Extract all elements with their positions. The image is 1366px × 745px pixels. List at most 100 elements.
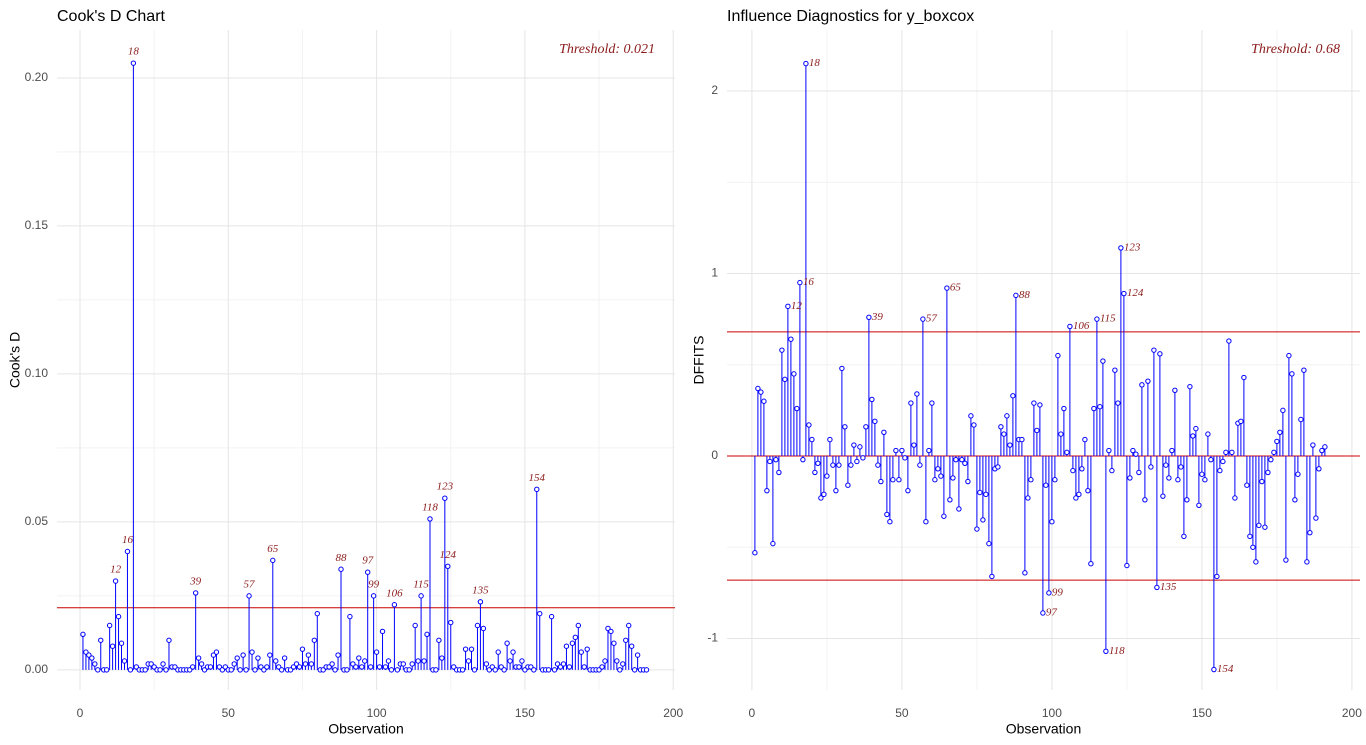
point — [941, 513, 947, 519]
point — [1142, 497, 1148, 503]
point — [1229, 449, 1235, 456]
point — [836, 462, 842, 468]
point-label: 118 — [422, 501, 438, 513]
point — [950, 475, 956, 481]
point — [1247, 533, 1253, 540]
point-label: 154 — [1217, 663, 1234, 675]
chart-title: Influence Diagnostics for y_boxcox — [727, 8, 974, 25]
point — [614, 658, 620, 664]
point — [764, 487, 770, 494]
point — [575, 622, 582, 629]
point — [830, 462, 836, 468]
point — [237, 667, 243, 673]
point — [1064, 449, 1070, 456]
point — [926, 447, 932, 454]
point — [815, 460, 821, 467]
point — [504, 640, 510, 646]
point — [770, 540, 776, 547]
point — [308, 661, 315, 667]
point — [273, 658, 279, 664]
point — [296, 664, 303, 670]
point — [329, 661, 335, 667]
point — [914, 391, 920, 397]
point — [608, 628, 614, 635]
point — [80, 631, 86, 638]
point — [106, 622, 113, 629]
point — [842, 424, 848, 430]
point — [448, 619, 454, 626]
point — [548, 613, 555, 620]
point — [566, 664, 573, 670]
point — [373, 649, 380, 655]
point — [359, 664, 365, 670]
point — [551, 667, 558, 673]
point — [142, 667, 148, 673]
point — [1205, 431, 1211, 437]
point — [356, 655, 362, 661]
point — [124, 548, 131, 555]
point — [1277, 429, 1283, 435]
point — [507, 658, 513, 664]
point — [971, 422, 977, 428]
point — [628, 643, 635, 649]
point — [246, 593, 252, 599]
point — [480, 625, 487, 632]
x-tick-label: 0 — [77, 706, 84, 720]
point — [1268, 456, 1274, 463]
point — [281, 655, 288, 661]
point — [1148, 464, 1154, 470]
point — [1289, 371, 1295, 377]
point — [1115, 400, 1121, 406]
point — [1088, 560, 1094, 567]
point — [1040, 610, 1046, 616]
point — [1190, 433, 1196, 439]
point — [1193, 425, 1199, 432]
point — [1313, 515, 1319, 521]
point — [572, 634, 579, 641]
point — [1178, 464, 1184, 470]
x-tick-label: 50 — [222, 706, 236, 720]
chart-title: Cook's D Chart — [57, 8, 166, 25]
y-tick-label: 2 — [711, 83, 718, 97]
point — [1241, 374, 1247, 381]
point — [483, 661, 490, 667]
point — [902, 455, 908, 461]
point — [1058, 431, 1064, 437]
point — [851, 442, 857, 448]
point-label: 124 — [1127, 287, 1144, 299]
point — [584, 646, 590, 652]
point — [433, 667, 439, 673]
point — [228, 667, 234, 673]
point — [249, 649, 255, 655]
point — [755, 385, 761, 392]
point — [1112, 367, 1118, 373]
point — [1280, 407, 1286, 414]
point — [347, 613, 353, 620]
point — [1220, 458, 1226, 465]
point — [1322, 444, 1328, 450]
point — [797, 279, 803, 286]
point — [1181, 533, 1187, 540]
point — [388, 667, 395, 673]
point — [234, 655, 240, 661]
point — [1214, 573, 1220, 580]
point-label: 135 — [1160, 581, 1177, 593]
point — [881, 429, 887, 435]
annotation: Threshold: 0.021 — [559, 42, 655, 57]
point — [968, 413, 974, 419]
point — [1130, 447, 1136, 454]
point — [1049, 519, 1055, 525]
point — [944, 285, 950, 291]
point — [911, 442, 917, 448]
point — [305, 652, 312, 658]
point — [1256, 522, 1262, 529]
point — [980, 517, 986, 523]
y-tick-label: 0 — [711, 448, 718, 462]
point — [1259, 478, 1265, 485]
point — [95, 667, 101, 673]
point — [255, 655, 261, 661]
point — [311, 637, 318, 643]
point — [995, 464, 1001, 470]
